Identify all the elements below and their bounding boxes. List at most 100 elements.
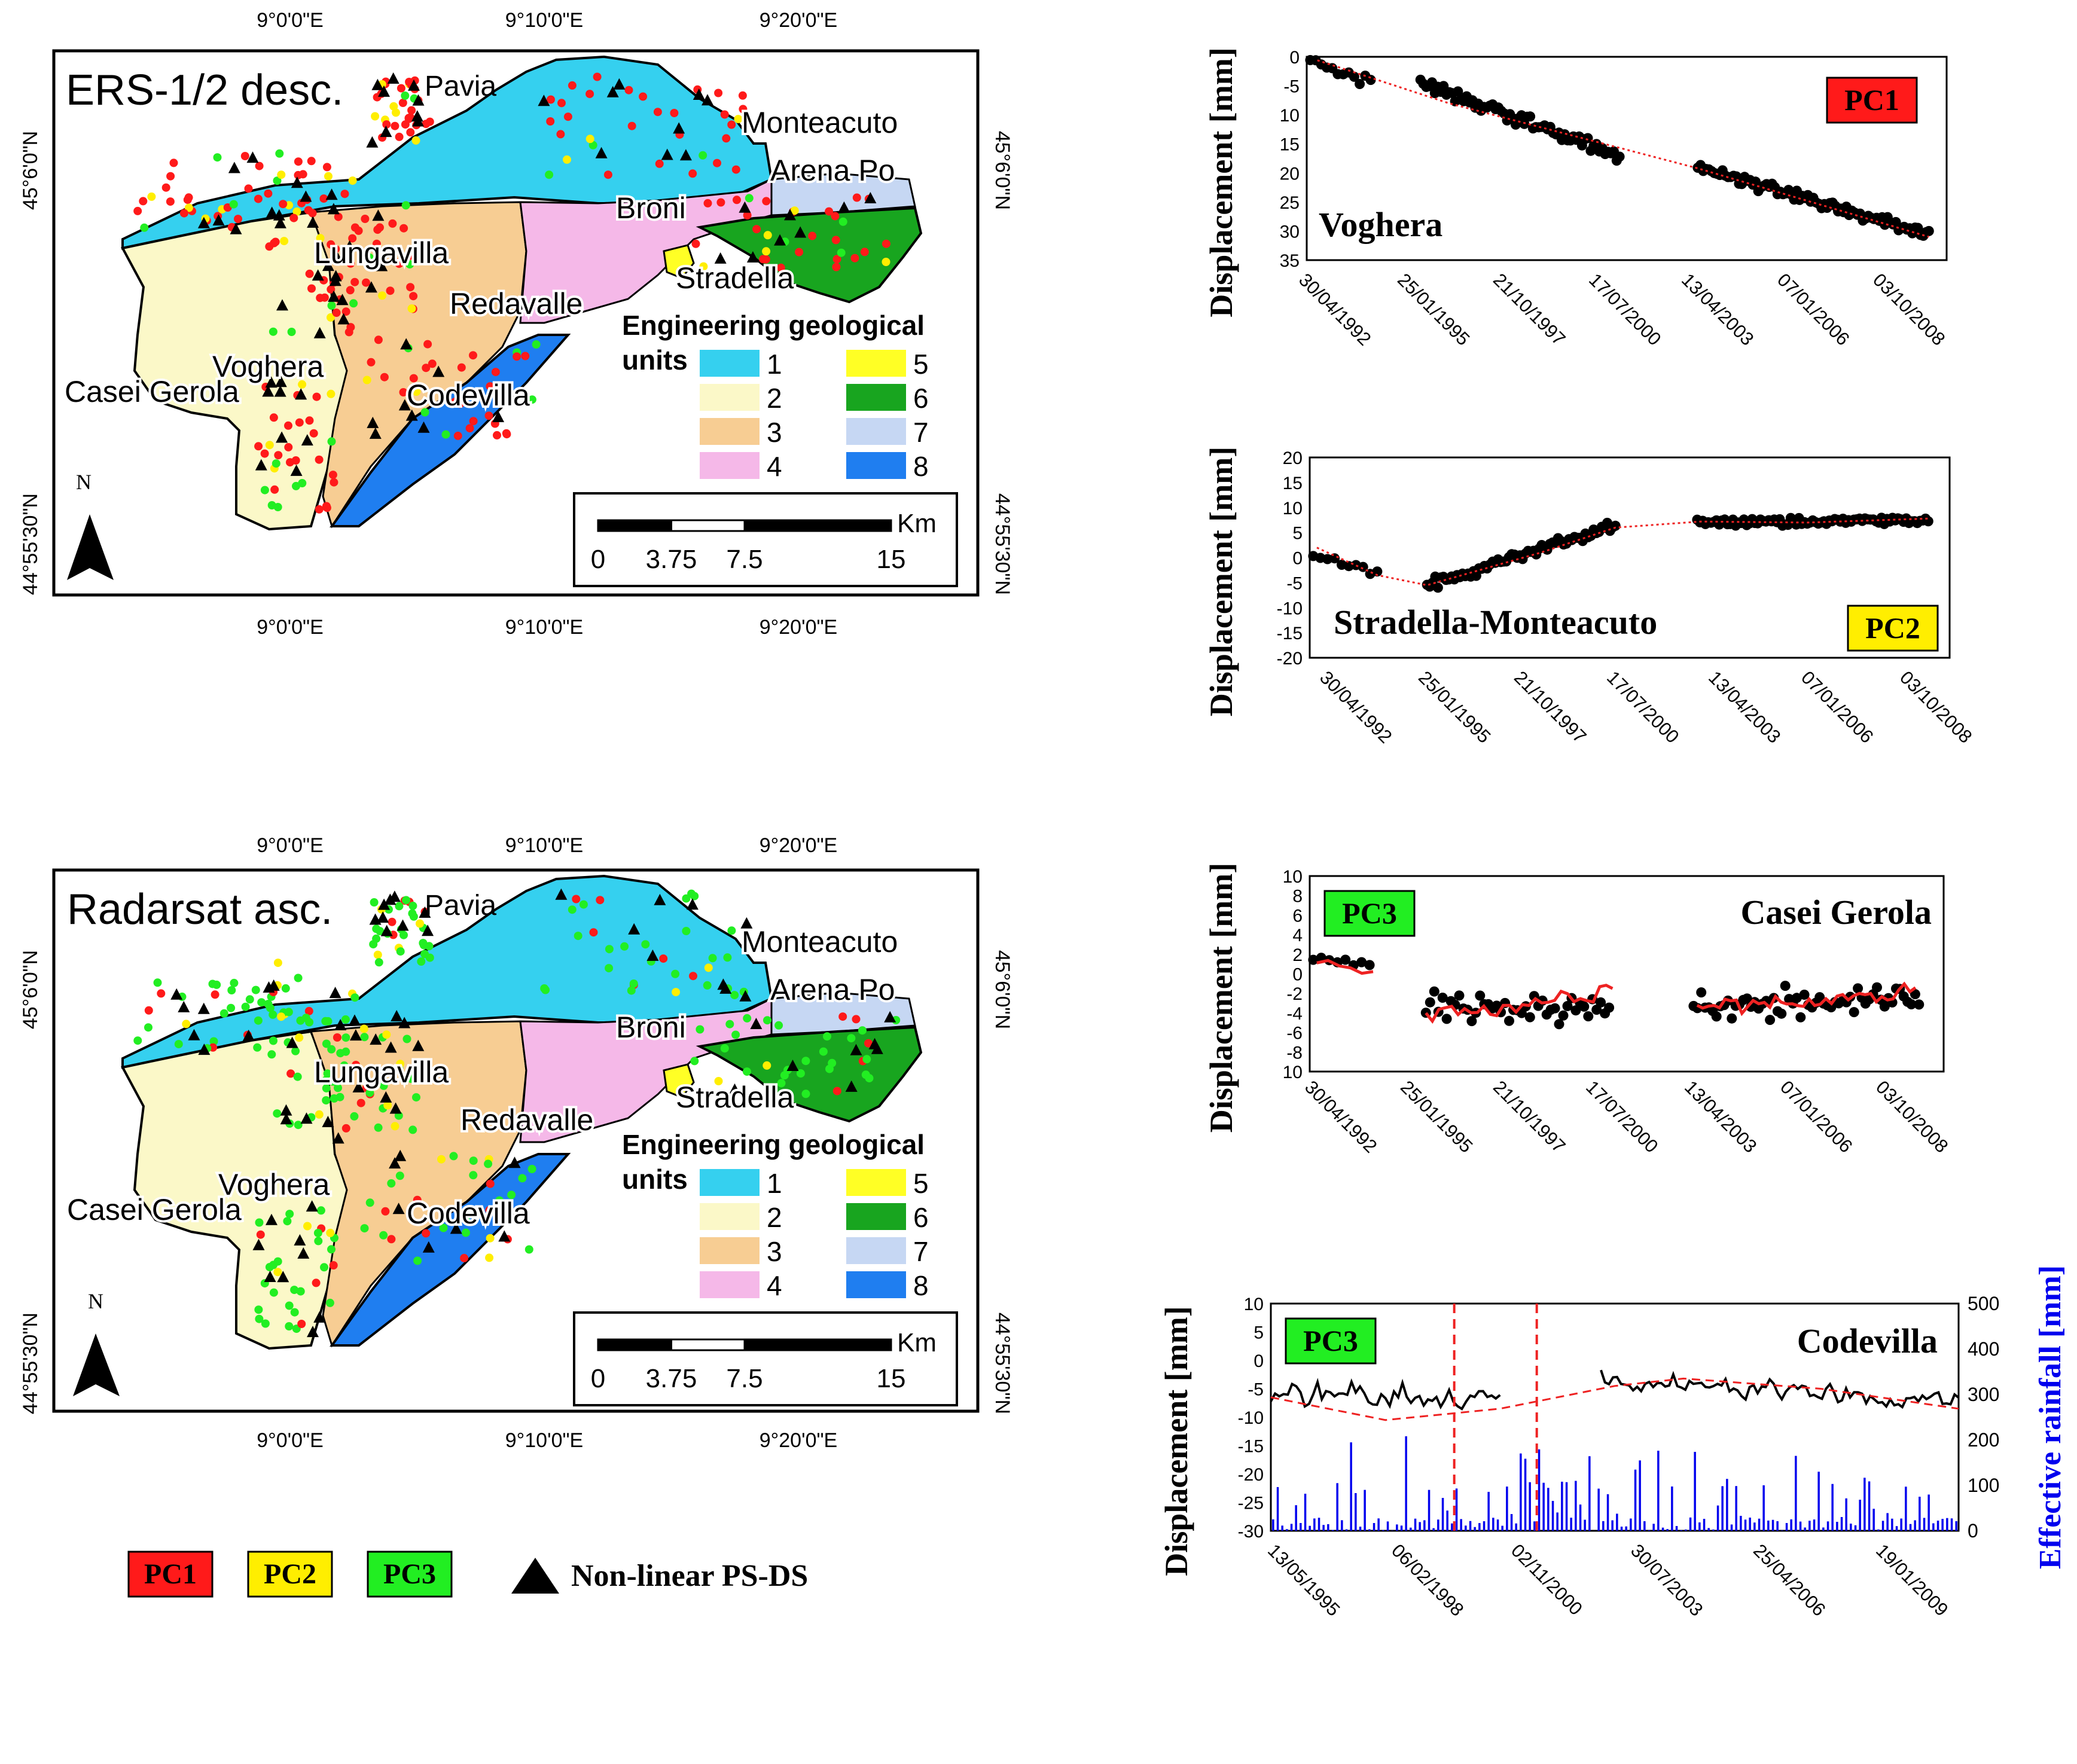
ps-point	[327, 389, 336, 398]
rain-bar	[1758, 1518, 1761, 1531]
rain-bar	[1410, 1527, 1412, 1531]
nonlinear-ps-marker	[262, 385, 275, 397]
rain-bar	[1740, 1516, 1742, 1531]
nonlinear-ps-marker	[322, 260, 334, 271]
data-point	[1614, 151, 1625, 162]
ps-point	[831, 212, 840, 221]
ps-point	[411, 136, 420, 145]
nonlinear-ps-marker	[266, 206, 278, 218]
ps-point	[572, 895, 581, 904]
pc-badge	[1826, 77, 1918, 124]
ps-point	[743, 1014, 752, 1023]
rain-bar	[1914, 1520, 1916, 1531]
ps-point	[314, 1237, 323, 1246]
rain-bar	[1382, 1530, 1384, 1531]
nonlinear-ps-marker	[380, 1091, 392, 1103]
nonlinear-ps-marker	[673, 122, 685, 134]
y-tick-label: 5	[1253, 1323, 1264, 1343]
data-point	[1372, 566, 1383, 577]
ps-point	[727, 120, 736, 129]
ps-point	[469, 351, 477, 360]
rain-bar	[1868, 1481, 1871, 1531]
ps-point	[349, 299, 358, 308]
y-tick-label: 10	[1244, 1295, 1264, 1314]
scale-label: 0	[591, 545, 605, 574]
x-tick-label: 13/04/2003	[1680, 1076, 1761, 1156]
ps-point	[568, 905, 577, 914]
ps-point	[327, 313, 335, 322]
ps-point	[563, 112, 572, 121]
y2-tick-label: 100	[1968, 1475, 1999, 1496]
y-tick-label: -2	[1286, 984, 1303, 1004]
unit-swatch-7	[846, 418, 906, 445]
unit-swatch-5	[846, 350, 906, 377]
ps-point	[482, 1214, 491, 1223]
data-point	[1429, 986, 1439, 997]
ps-point	[743, 211, 752, 219]
plot-area	[1309, 875, 1945, 1073]
data-point	[1799, 990, 1810, 1000]
rain-bar	[1845, 1498, 1847, 1531]
ps-point	[563, 155, 571, 164]
ps-point	[274, 451, 283, 460]
ps-point	[655, 159, 664, 168]
unit-swatch-7	[846, 1237, 906, 1264]
ps-point	[380, 373, 389, 382]
x-tick-label: 25/01/1995	[1396, 1076, 1477, 1156]
x-tick-label: 25/01/1995	[1414, 667, 1495, 747]
x-tick-label: 30/04/1992	[1295, 269, 1375, 349]
ps-point	[801, 1057, 810, 1066]
ps-point	[449, 1152, 458, 1161]
lon-tick-3: 9°20'0"E	[760, 834, 837, 857]
data-point	[1791, 993, 1802, 1003]
ps-point	[731, 1030, 740, 1039]
ps-point	[703, 981, 712, 990]
model-line	[1316, 959, 1374, 975]
rain-bar	[1671, 1486, 1673, 1531]
y-tick-label: 30	[1280, 222, 1300, 242]
ps-point	[460, 1253, 469, 1262]
ps-point	[373, 950, 382, 959]
pc2-legend-label: PC2	[264, 1558, 316, 1590]
data-point	[1853, 983, 1863, 994]
ps-point	[485, 1253, 494, 1262]
data-point	[1583, 1011, 1594, 1022]
scale-segment	[597, 1338, 672, 1351]
nonlinear-ps-marker	[349, 1014, 361, 1026]
unit-label-4: 4	[767, 451, 782, 482]
rain-bar	[1909, 1524, 1912, 1531]
ps-point	[264, 189, 273, 198]
ps-point	[439, 1223, 448, 1232]
unit-swatch-6	[846, 384, 906, 411]
nonlinear-ps-marker	[312, 269, 324, 281]
ps-point	[230, 978, 239, 987]
rain-bar	[1781, 1530, 1783, 1531]
ps-point	[320, 293, 329, 302]
lon-tick-5: 9°10'0"E	[505, 616, 583, 639]
scale-label: 7.5	[726, 1364, 763, 1393]
x-tick-label: 21/10/1997	[1489, 1076, 1569, 1156]
ps-point	[256, 1230, 265, 1239]
ps-point	[179, 209, 188, 218]
nonlinear-ps-marker	[774, 234, 786, 246]
lon-tick-1: 9°0'0"E	[257, 834, 324, 857]
nonlinear-ps-marker	[392, 1203, 405, 1214]
ps-point	[671, 969, 680, 978]
ps-point	[761, 255, 770, 264]
ps-point	[858, 1026, 867, 1035]
ps-point	[333, 1033, 341, 1042]
nonlinear-ps-marker	[492, 411, 505, 422]
rain-bar	[1932, 1523, 1935, 1531]
ps-point	[862, 1055, 871, 1064]
rain-bar	[1492, 1518, 1495, 1531]
scale-label: 7.5	[726, 545, 763, 574]
nonlinear-ps-marker	[369, 913, 382, 925]
ps-point	[269, 413, 278, 422]
ps-point	[305, 416, 314, 425]
ps-point	[672, 988, 681, 997]
rain-bar	[1368, 1529, 1371, 1531]
data-point	[1923, 225, 1934, 236]
nonlinear-ps-marker	[170, 988, 183, 1000]
nonlinear-ps-marker	[297, 1247, 310, 1259]
